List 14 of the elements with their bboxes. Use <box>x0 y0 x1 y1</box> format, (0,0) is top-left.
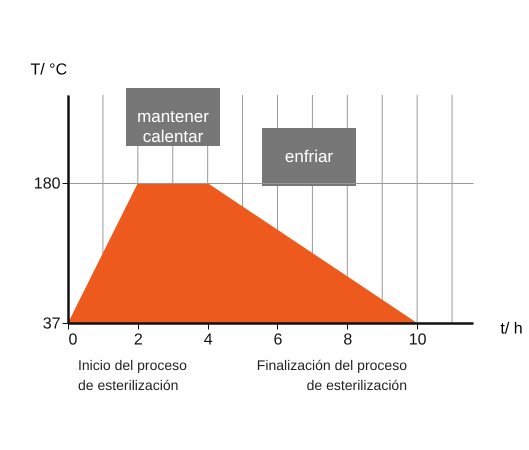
annotation: enfriar <box>284 147 334 166</box>
x-axis-title: t/ h <box>500 320 523 338</box>
x-tick-label: 2 <box>134 332 143 348</box>
text: Finalización del proceso de esterilización <box>256 357 408 393</box>
x-tick-label: 4 <box>204 332 213 348</box>
y-axis-title: T/ °C <box>30 62 68 78</box>
x-tick-label: 6 <box>274 332 283 348</box>
x-tick-label: 8 <box>343 332 352 348</box>
y-tick-label: 180 <box>34 176 61 193</box>
y-tick-label: 37 <box>42 316 61 332</box>
text: Inicio del proceso de esterilización <box>78 357 188 393</box>
annotation: mantener calentar <box>137 107 210 146</box>
x-tick-label: 0 <box>68 332 78 348</box>
x-tick-label: 10 <box>408 332 427 348</box>
